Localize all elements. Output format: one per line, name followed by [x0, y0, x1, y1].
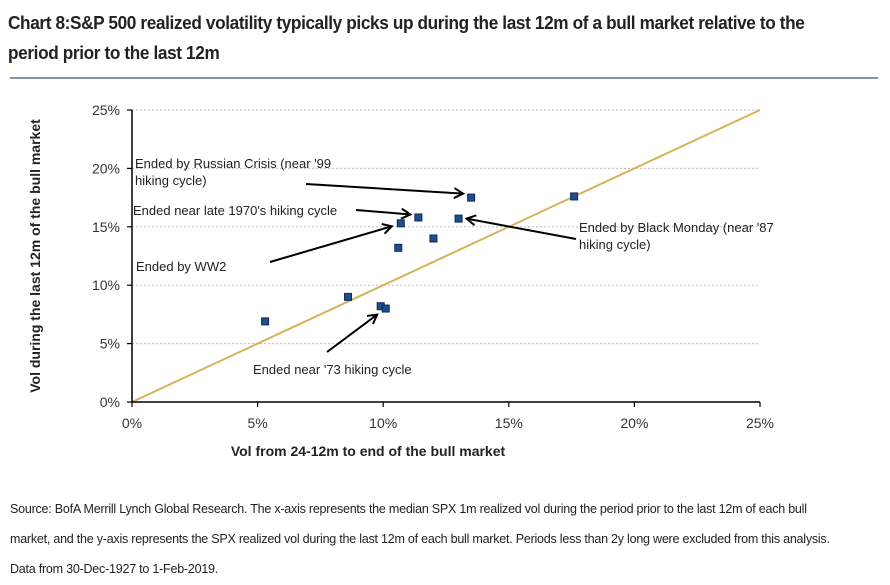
- annotation-arrow: [355, 210, 410, 214]
- data-point: [467, 193, 476, 202]
- annotation: Ended near '73 hiking cycle: [253, 315, 412, 377]
- annotation: Ended by Russian Crisis (near '99 hiking …: [135, 156, 463, 194]
- data-point: [570, 192, 579, 201]
- source-note: Source: BofA Merrill Lynch Global Resear…: [10, 501, 830, 576]
- data-point: [396, 219, 405, 228]
- data-point: [261, 317, 270, 326]
- title-divider: [10, 77, 878, 79]
- y-tick-labels: 0% 5% 10% 15% 20% 25%: [92, 102, 120, 410]
- x-tick-label: 25%: [746, 415, 774, 431]
- scatter-chart: 0% 5% 10% 15% 20% 25% 0% 5% 10% 15% 20% 25% Ended …: [27, 102, 774, 459]
- annotations: Ended by Russian Crisis (near '99 hiking …: [133, 156, 774, 377]
- annotation-text: Ended near late 1970's hiking cycle: [133, 203, 337, 218]
- x-tick-labels: 0% 5% 10% 15% 20% 25%: [122, 415, 774, 431]
- data-point: [394, 243, 403, 252]
- axes: [127, 109, 761, 407]
- data-point: [344, 292, 353, 301]
- data-point: [381, 304, 390, 313]
- x-tick-label: 15%: [495, 415, 523, 431]
- x-tick-label: 0%: [122, 415, 142, 431]
- x-tick-label: 5%: [247, 415, 267, 431]
- data-points: [261, 192, 579, 326]
- gridlines: [132, 109, 760, 345]
- annotation-text: Ended near '73 hiking cycle: [253, 362, 412, 377]
- annotation-arrow: [326, 315, 377, 353]
- y-tick-label: 20%: [92, 160, 120, 176]
- annotation-text: Ended by Black Monday (near '87: [579, 220, 774, 235]
- annotation: Ended near late 1970's hiking cycle: [133, 203, 410, 218]
- annotation: Ended by WW2: [136, 226, 392, 274]
- y-axis-title: Vol during the last 12m of the bull mark…: [27, 119, 43, 393]
- diagonal-line: [131, 109, 761, 403]
- annotation-arrow: [305, 183, 463, 194]
- data-point: [429, 234, 438, 243]
- annotation-text: hiking cycle): [579, 237, 651, 252]
- y-tick-label: 0%: [100, 394, 120, 410]
- annotation-text: Ended by WW2: [136, 259, 226, 274]
- annotation-arrow: [269, 226, 392, 263]
- chart-title: Chart 8:S&P 500 realized volatility typi…: [8, 12, 805, 63]
- y-tick-label: 5%: [100, 336, 120, 352]
- annotation: Ended by Black Monday (near '87 hiking cy…: [467, 219, 774, 252]
- y-tick-label: 25%: [92, 102, 120, 118]
- x-tick-label: 20%: [620, 415, 648, 431]
- annotation-arrow: [467, 219, 577, 240]
- annotation-text: hiking cycle): [135, 173, 207, 188]
- x-tick-label: 10%: [369, 415, 397, 431]
- data-point: [414, 213, 423, 222]
- x-axis-title: Vol from 24-12m to end of the bull marke…: [231, 443, 506, 459]
- data-point: [454, 214, 463, 223]
- annotation-text: Ended by Russian Crisis (near '99: [135, 156, 331, 171]
- y-tick-label: 15%: [92, 219, 120, 235]
- y-tick-label: 10%: [92, 277, 120, 293]
